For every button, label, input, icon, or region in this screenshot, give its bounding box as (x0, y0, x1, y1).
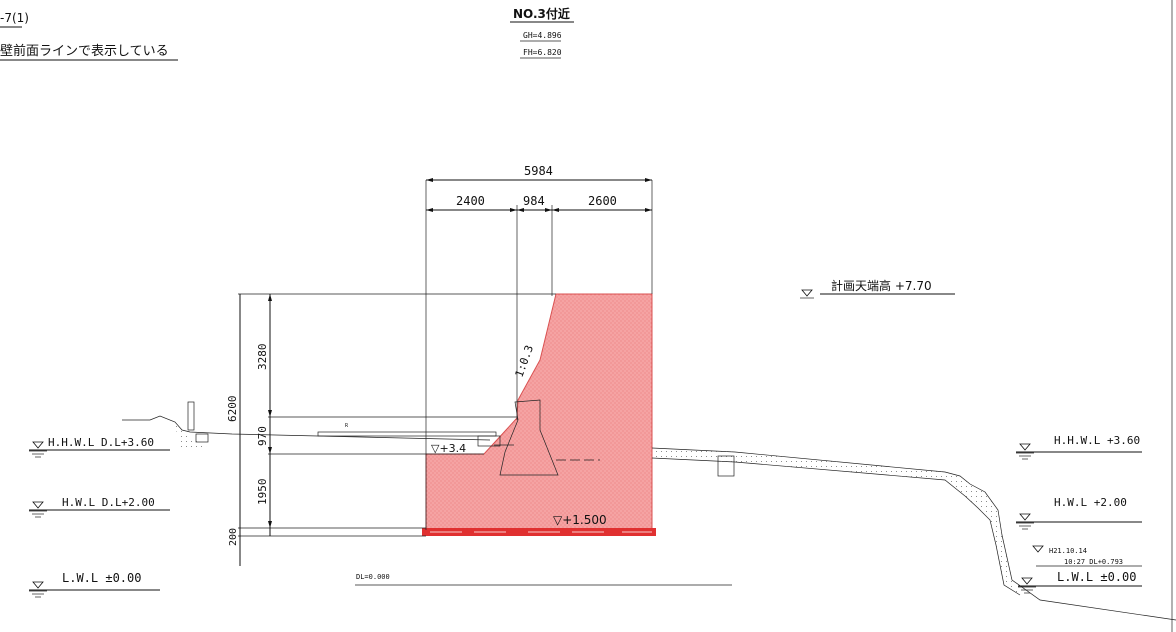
dim-h-mid: 970 (256, 426, 269, 446)
wl-triangle-icon (801, 289, 813, 297)
wl-right-hwl: H.W.L +2.00 (1016, 496, 1142, 530)
seawall-body (425, 293, 653, 531)
dim-seg-mid: 984 (523, 194, 545, 208)
existing-parapet-left (187, 401, 195, 431)
wl-left-hwl: H.W.L D.L+2.00 (29, 496, 170, 518)
wl-triangle-icon (32, 441, 44, 449)
wl-left-hhwl: H.H.W.L D.L+3.60 (29, 436, 170, 458)
wl-left-lwl: L.W.L ±0.00 (29, 571, 160, 598)
wl-triangle-icon (1021, 577, 1033, 585)
wl-right-crest: 計画天端高 +7.70 (800, 278, 955, 299)
road-slab (317, 431, 497, 437)
wl-left-lwl-label: L.W.L ±0.00 (62, 571, 141, 585)
drawing-ref: -7(1) (0, 11, 29, 25)
wl-right-lwl: L.W.L ±0.00 (1018, 570, 1142, 594)
dim-seg-left: 2400 (456, 194, 485, 208)
wl-right-hhwl-label: H.H.W.L +3.60 (1054, 434, 1140, 447)
drawing-note: 壁前面ラインで表示している (0, 43, 169, 59)
wl-triangle-icon (1019, 443, 1031, 451)
section-title: NO.3付近 (513, 6, 570, 21)
wl-right-observed: H21.10.14 10:27 DL+0.793 (1032, 545, 1142, 567)
dim-h-lower: 1950 (256, 479, 269, 506)
level-base: ▽+1.500 (553, 513, 607, 527)
wl-triangle-icon (32, 501, 44, 509)
datum-label: DL=0.000 (356, 573, 390, 581)
wl-right-hhwl: H.H.W.L +3.60 (1016, 434, 1142, 460)
dim-h-base: 200 (228, 528, 239, 546)
wl-triangle-icon (32, 581, 44, 589)
ground-right-fill (652, 448, 1020, 595)
road-mark: R (345, 423, 349, 429)
curb-block (477, 435, 501, 447)
gh-value: GH=4.896 (523, 31, 562, 40)
existing-wall-outline (499, 399, 559, 476)
wl-right-hwl-label: H.W.L +2.00 (1054, 496, 1127, 509)
dim-seg-right: 2600 (588, 194, 617, 208)
dim-total-height: 6200 (226, 396, 239, 423)
wl-left-hwl-label: H.W.L D.L+2.00 (62, 496, 155, 509)
wl-right-lwl-label: L.W.L ±0.00 (1057, 570, 1136, 584)
obs-date: H21.10.14 (1049, 547, 1087, 555)
dim-total-width: 5984 (524, 164, 553, 178)
existing-block-left (195, 433, 209, 443)
level-mid: ▽+3.4 (431, 442, 466, 455)
wl-left-hhwl-label: H.H.W.L D.L+3.60 (48, 436, 154, 449)
fh-value: FH=6.820 (523, 48, 562, 57)
ground-left (122, 415, 491, 441)
ground-left-fill (175, 424, 208, 448)
ground-right-lower (651, 457, 1021, 596)
wl-triangle-icon (1019, 513, 1031, 521)
obs-time: 10:27 DL+0.793 (1064, 558, 1123, 566)
wl-right-crest-label: 計画天端高 +7.70 (831, 278, 932, 293)
existing-structure-right (717, 455, 735, 477)
wl-triangle-icon (1032, 545, 1044, 553)
dim-h-upper: 3280 (256, 344, 269, 371)
